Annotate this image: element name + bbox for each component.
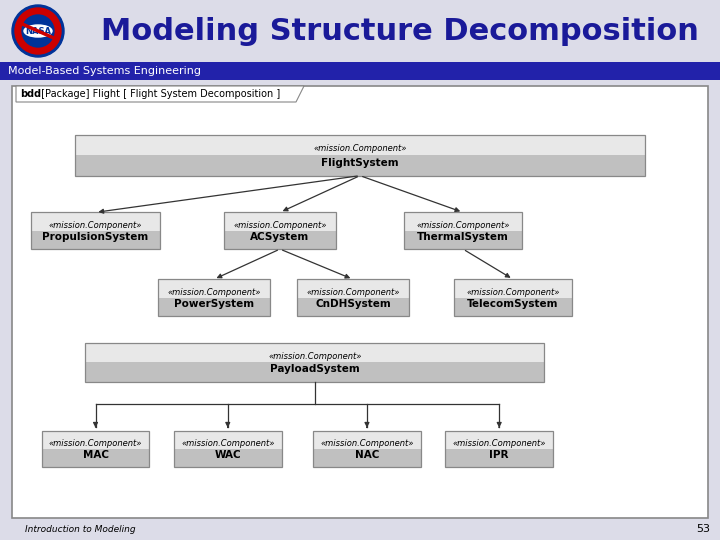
Circle shape [15,8,61,54]
Bar [313,449,421,467]
Text: NASA: NASA [25,26,51,36]
Circle shape [22,15,54,47]
Text: IPR: IPR [490,450,509,461]
Bar [445,430,553,467]
Text: TelecomSystem: TelecomSystem [467,299,559,309]
Bar [75,134,645,155]
Bar [42,430,150,449]
Text: PropulsionSystem: PropulsionSystem [42,232,148,242]
Bar [12,86,708,518]
Bar [174,449,282,467]
Bar [85,362,544,382]
Bar [445,430,553,449]
Text: ThermalSystem: ThermalSystem [417,232,509,242]
Text: NAC: NAC [355,450,379,461]
Text: Introduction to Modeling: Introduction to Modeling [25,525,135,534]
Bar [297,279,409,298]
Bar [174,430,282,449]
Text: «mission.Component»: «mission.Component» [452,439,546,448]
Bar [445,449,553,467]
Bar [454,279,572,298]
Text: [Package] Flight [ Flight System Decomposition ]: [Package] Flight [ Flight System Decompo… [38,89,280,99]
Bar [0,62,720,80]
Polygon shape [16,86,304,102]
Text: «mission.Component»: «mission.Component» [313,145,407,153]
Text: «mission.Component»: «mission.Component» [233,221,327,230]
Text: bdd: bdd [20,89,41,99]
Bar [158,279,269,316]
Bar [313,430,421,467]
Bar [313,430,421,449]
Bar [225,212,336,249]
Text: MAC: MAC [83,450,109,461]
Bar [454,279,572,316]
Text: «mission.Component»: «mission.Component» [49,221,143,230]
Bar [85,343,544,362]
Bar [0,0,720,62]
Bar [404,212,522,249]
Bar [158,279,269,298]
Bar [31,212,160,231]
Bar [42,449,150,467]
Bar [297,298,409,316]
Text: Model-Based Systems Engineering: Model-Based Systems Engineering [8,66,201,76]
Bar [454,298,572,316]
Bar [297,279,409,316]
Text: «mission.Component»: «mission.Component» [49,439,143,448]
Bar [158,298,269,316]
Bar [75,134,645,176]
Bar [225,231,336,249]
Bar [225,212,336,231]
Circle shape [12,5,64,57]
Text: «mission.Component»: «mission.Component» [306,288,400,296]
Text: «mission.Component»: «mission.Component» [416,221,510,230]
Bar [174,430,282,467]
Bar [404,212,522,231]
Text: PowerSystem: PowerSystem [174,299,254,309]
Text: «mission.Component»: «mission.Component» [167,288,261,296]
Ellipse shape [24,25,52,37]
Text: PayloadSystem: PayloadSystem [270,364,359,374]
Bar [75,155,645,176]
Text: «mission.Component»: «mission.Component» [268,352,361,361]
Text: FlightSystem: FlightSystem [321,158,399,167]
Text: «mission.Component»: «mission.Component» [181,439,274,448]
Bar [31,212,160,249]
Bar [85,343,544,382]
Bar [31,231,160,249]
Text: «mission.Component»: «mission.Component» [467,288,560,296]
Bar [42,430,150,467]
Text: CnDHSystem: CnDHSystem [315,299,391,309]
Text: ACSystem: ACSystem [251,232,310,242]
Text: 53: 53 [696,524,710,534]
Text: WAC: WAC [215,450,241,461]
Text: «mission.Component»: «mission.Component» [320,439,414,448]
Text: Modeling Structure Decomposition: Modeling Structure Decomposition [101,17,699,45]
Bar [404,231,522,249]
